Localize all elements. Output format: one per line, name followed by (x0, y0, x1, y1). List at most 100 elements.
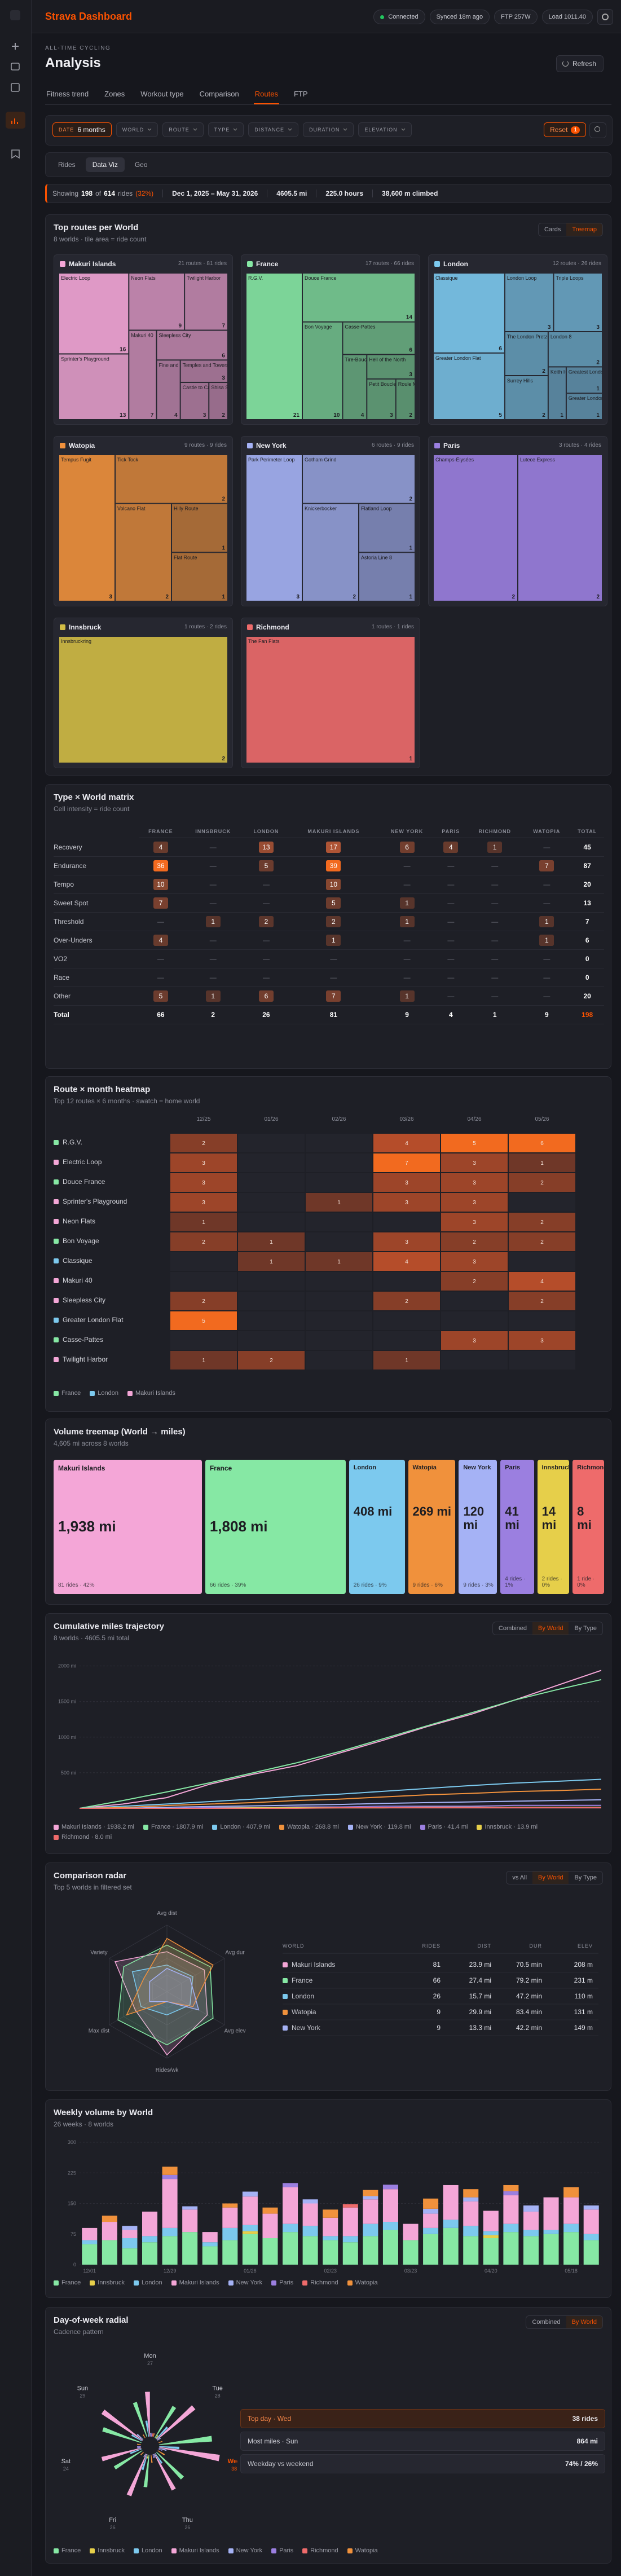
matrix-value: — (447, 918, 455, 926)
filter-pill[interactable]: DURATION (303, 122, 354, 137)
bar-segment (342, 2236, 358, 2243)
table-cell: 110 m (575, 1992, 593, 2000)
heat-cell-empty (238, 1134, 305, 1152)
route-name: Sleepless City (158, 332, 191, 338)
heat-value: 4 (540, 1279, 544, 1285)
world-name: Innsbruck (69, 623, 102, 631)
subtab[interactable]: Geo (134, 161, 148, 169)
radar-axis-label: Avg dur (225, 1949, 245, 1956)
bar-segment (142, 2211, 158, 2236)
toggle-option[interactable]: By World (532, 1872, 569, 1884)
summary-pct: (32%) (135, 190, 154, 197)
legend-label: Makuri Islands (135, 1390, 175, 1397)
icon-add[interactable] (12, 43, 19, 50)
filter-pill[interactable]: ELEVATION (358, 122, 412, 137)
heat-cell (238, 1252, 305, 1271)
route-cell: Innsbruckring 2 (59, 636, 228, 763)
heat-cell (306, 1252, 372, 1271)
toggle-option[interactable]: By World (566, 2316, 602, 2328)
route-name: Twilight Harbor (187, 275, 221, 281)
bar-segment (382, 2230, 398, 2265)
cell-detail: 81 rides · 42% (58, 1582, 95, 1588)
icon-bookmark[interactable] (11, 149, 20, 159)
cell-name: Innsbruck (541, 1464, 570, 1471)
bar-segment (242, 2191, 258, 2197)
heat-value: 4 (405, 1259, 408, 1265)
toggle-option[interactable]: Treemap (566, 223, 602, 236)
heat-cell (441, 1272, 508, 1291)
matrix-cell: 6 (570, 931, 604, 950)
bar-segment (122, 2226, 138, 2230)
heat-cell (170, 1351, 237, 1370)
radial-segment (157, 2450, 165, 2456)
date-filter[interactable]: DATE 6 months (52, 122, 112, 137)
matrix-value: 198 (582, 1011, 593, 1019)
toggle-option[interactable]: By World (532, 1622, 569, 1635)
heat-cell-empty (441, 1311, 508, 1330)
route-cell: Champs-Élysées 2 (433, 455, 518, 601)
nav-active[interactable] (6, 112, 25, 129)
subtab[interactable]: Rides (58, 161, 76, 169)
refresh-button[interactable]: Refresh (556, 55, 604, 72)
toggle-option[interactable]: Combined (532, 2319, 561, 2326)
brand: Strava Dashboard (45, 11, 133, 22)
toggle-option[interactable]: By Type (574, 1625, 597, 1632)
heat-cell-empty (306, 1331, 372, 1350)
world-meta: 1 routes · 2 rides (184, 624, 227, 630)
legend-label: London (141, 2279, 162, 2286)
icon-calendar[interactable] (11, 63, 20, 71)
bar-segment (342, 2204, 358, 2208)
volume-cell: London 408 mi 26 rides · 9% (349, 1460, 405, 1594)
bar-segment (142, 2242, 158, 2265)
settings-button[interactable] (597, 9, 613, 25)
tab[interactable]: FTP (293, 90, 308, 98)
bar-segment (503, 2191, 519, 2196)
toggle-option[interactable]: Combined (498, 1625, 527, 1632)
heat-cell-empty (441, 1292, 508, 1310)
legend-label: Watopia (355, 2279, 378, 2286)
filter-pill[interactable]: ROUTE (162, 122, 204, 137)
day-label: Thu (182, 2517, 193, 2524)
filter-pill[interactable]: TYPE (208, 122, 244, 137)
filter-pill[interactable]: WORLD (116, 122, 158, 137)
chevron (401, 128, 406, 131)
route-name: Knickerbocker (305, 506, 337, 512)
subtab[interactable]: Data Viz (85, 157, 125, 172)
reset-button[interactable]: Reset 1 (544, 122, 586, 137)
legend-label: Innsbruck (98, 2547, 125, 2554)
bar-segment (262, 2207, 278, 2214)
tab[interactable]: Comparison (199, 90, 239, 98)
toggle-option[interactable]: By Type (574, 1874, 597, 1881)
route-cell: Flat Route 1 (171, 552, 228, 601)
matrix-cell: 66 (139, 1006, 182, 1024)
heat-value: 2 (540, 1239, 544, 1245)
heat-cell (509, 1213, 575, 1231)
summary-bar: Showing 198 of 614 rides (32%) Dec 1, 2025 – M… (45, 184, 611, 203)
matrix-row-label: Tempo (54, 880, 74, 888)
summary-stat: 225.0 hours (316, 190, 372, 197)
tab[interactable]: Zones (104, 90, 125, 98)
legend-swatch (302, 2548, 308, 2553)
icon-list[interactable] (11, 83, 20, 92)
route-name: Sprinter's Playground (61, 356, 109, 362)
search-button[interactable] (589, 122, 606, 138)
stat-value: 74% / 26% (565, 2460, 598, 2468)
tab[interactable]: Fitness trend (46, 90, 89, 98)
route-cell: R.G.V. 21 (246, 273, 302, 420)
matrix-cell: 2 (244, 913, 288, 931)
heat-cell-empty (441, 1351, 508, 1370)
tab[interactable]: Routes (253, 86, 279, 104)
filter-pill[interactable]: DISTANCE (248, 122, 299, 137)
summary-count: Showing 198 of 614 rides (32%) (52, 190, 162, 197)
matrix-cell: 13 (244, 838, 288, 857)
tab[interactable]: Workout type (140, 90, 184, 98)
route-rides: 3 (109, 594, 112, 600)
route-cell: Greater London Loop 1 (566, 393, 602, 420)
route-rides: 1 (560, 412, 563, 419)
toggle-option[interactable]: Cards (544, 226, 561, 233)
heat-value: 3 (473, 1160, 476, 1166)
bar-segment (503, 2185, 519, 2191)
radial-segment (113, 2450, 143, 2470)
toggle-option[interactable]: vs All (512, 1874, 527, 1881)
